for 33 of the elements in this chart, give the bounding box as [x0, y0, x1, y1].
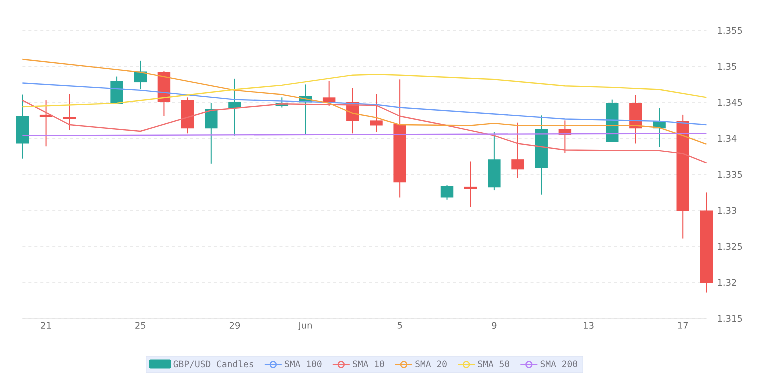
- legend-label: SMA 50: [478, 360, 510, 368]
- legend-label: SMA 20: [416, 360, 447, 368]
- y-tick-label: 1.355: [718, 27, 742, 34]
- y-tick-label: 1.315: [718, 315, 742, 322]
- candlestick: [205, 102, 218, 164]
- x-tick-label: 21: [41, 322, 52, 329]
- y-tick-label: 1.34: [718, 135, 737, 142]
- candlestick: [440, 185, 454, 200]
- candlestick: [228, 78, 242, 136]
- line-series: [22, 58, 708, 146]
- y-tick-label: 1.35: [718, 63, 736, 70]
- x-tick-label: 13: [584, 322, 594, 329]
- legend-label: SMA 100: [285, 360, 322, 368]
- candlestick: [464, 161, 478, 208]
- line-series: [22, 100, 708, 164]
- x-tick-label: 17: [678, 322, 688, 329]
- legend-label: GBP/USD Candles: [174, 360, 254, 368]
- x-tick-label: 9: [492, 322, 497, 329]
- candlestick: [512, 122, 524, 179]
- x-tick-label: 25: [136, 322, 146, 329]
- y-tick-label: 1.325: [718, 243, 742, 250]
- x-tick-label: 5: [398, 322, 402, 329]
- y-tick-label: 1.345: [718, 99, 742, 106]
- candlestick: [64, 94, 76, 131]
- legend-label: SMA 10: [353, 360, 384, 368]
- y-tick-label: 1.32: [718, 279, 736, 286]
- candlestick: [370, 94, 383, 133]
- x-tick-label: 29: [230, 322, 240, 329]
- x-tick-label: Jun: [298, 322, 312, 331]
- y-tick-label: 1.335: [718, 171, 742, 178]
- legend-label: SMA 200: [540, 360, 578, 368]
- y-tick-label: 1.33: [718, 207, 736, 214]
- line-series: [22, 74, 708, 108]
